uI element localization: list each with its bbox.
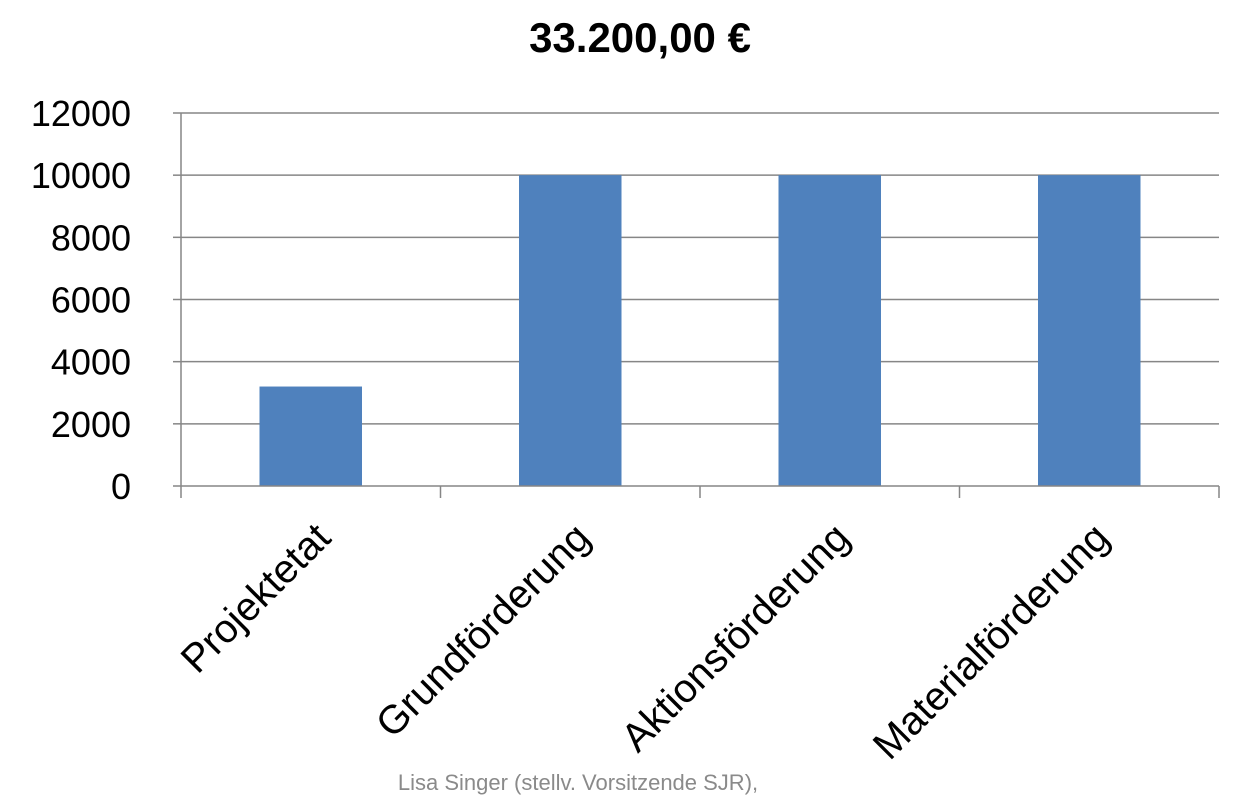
y-tick-label: 2000 — [51, 404, 131, 445]
y-tick-label: 10000 — [31, 155, 131, 196]
y-axis-tick-labels: 0 2000 4000 6000 8000 10000 12000 — [31, 93, 131, 507]
x-tick-label: Aktionsförderung — [613, 515, 858, 760]
x-tick-label: Projektetat — [173, 515, 339, 681]
bar-grundförderung — [518, 175, 622, 486]
bar-projektetat — [259, 386, 363, 486]
bars — [259, 175, 1141, 486]
bar-aktionsförderung — [778, 175, 882, 486]
y-tick-label: 12000 — [31, 93, 131, 134]
chart-title: 33.200,00 € — [529, 14, 751, 61]
x-tick-label: Materialförderung — [865, 515, 1118, 768]
y-tick-label: 4000 — [51, 342, 131, 383]
axes — [173, 112, 1220, 498]
y-tick-label: 0 — [111, 466, 131, 507]
y-tick-label: 6000 — [51, 280, 131, 321]
footer-text: Lisa Singer (stellv. Vorsitzende SJR), — [398, 770, 758, 795]
bar-materialförderung — [1037, 175, 1141, 486]
x-axis-tick-labels: Projektetat Grundförderung Aktionsförderun… — [173, 515, 1118, 768]
x-tick-label: Grundförderung — [368, 515, 599, 746]
y-tick-label: 8000 — [51, 217, 131, 258]
